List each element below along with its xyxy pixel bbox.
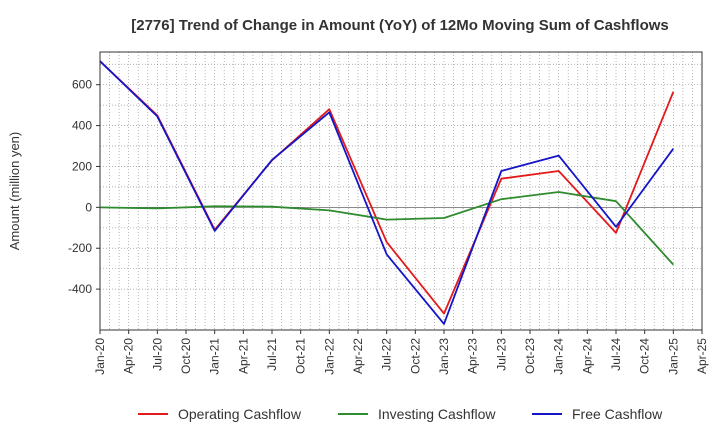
y-tick-label: -200 xyxy=(68,241,92,255)
x-tick-label: Oct-24 xyxy=(638,338,652,374)
x-tick-label: Jan-24 xyxy=(552,338,566,375)
series-lines xyxy=(99,60,675,325)
y-axis-label: Amount (million yen) xyxy=(7,132,22,251)
x-tick-label: Jul-22 xyxy=(380,338,394,371)
x-tick-label: Jul-20 xyxy=(150,338,164,371)
x-tick-label: Oct-22 xyxy=(408,338,422,374)
x-tick-label: Jan-25 xyxy=(666,338,680,375)
legend-label-free-cashflow: Free Cashflow xyxy=(572,406,663,422)
plot-area xyxy=(100,52,702,330)
series-line-free-cashflow xyxy=(99,60,675,325)
y-tick-label: 400 xyxy=(72,119,92,133)
x-tick-label: Oct-23 xyxy=(523,338,537,374)
x-tick-label: Jan-22 xyxy=(322,338,336,375)
x-tick-label: Oct-21 xyxy=(294,338,308,374)
y-tick-label: 600 xyxy=(72,78,92,92)
x-tick-label: Jul-21 xyxy=(265,338,279,371)
x-tick-label: Jan-20 xyxy=(93,338,107,375)
y-ticks: -400 -200 0 200 400 600 xyxy=(68,78,100,296)
x-tick-label: Apr-21 xyxy=(236,338,250,374)
x-tick-label: Apr-24 xyxy=(580,338,594,374)
y-tick-label: 200 xyxy=(72,159,92,173)
x-tick-label: Jul-24 xyxy=(609,338,623,371)
x-tick-label: Apr-25 xyxy=(695,338,709,374)
x-tick-label: Apr-22 xyxy=(351,338,365,374)
x-tick-label: Jan-21 xyxy=(208,338,222,375)
x-tick-label: Jan-23 xyxy=(437,338,451,375)
chart-title: [2776] Trend of Change in Amount (YoY) o… xyxy=(131,17,669,34)
legend: Operating Cashflow Investing Cashflow Free… xyxy=(138,406,663,422)
x-tick-label: Apr-20 xyxy=(122,338,136,374)
x-tick-label: Jul-23 xyxy=(494,338,508,371)
y-tick-label: 0 xyxy=(85,200,92,214)
series-line-investing-cashflow xyxy=(99,191,674,266)
x-ticks: Jan-20 Apr-20 Jul-20 Oct-20 Jan-21 Apr-21 Jul-… xyxy=(93,330,709,375)
x-tick-label: Oct-20 xyxy=(179,338,193,374)
legend-label-operating-cashflow: Operating Cashflow xyxy=(178,406,302,422)
grid xyxy=(99,52,703,330)
y-tick-label: -400 xyxy=(68,282,92,296)
plot-frame xyxy=(99,51,703,331)
x-tick-label: Apr-23 xyxy=(466,338,480,374)
legend-label-investing-cashflow: Investing Cashflow xyxy=(378,406,496,422)
